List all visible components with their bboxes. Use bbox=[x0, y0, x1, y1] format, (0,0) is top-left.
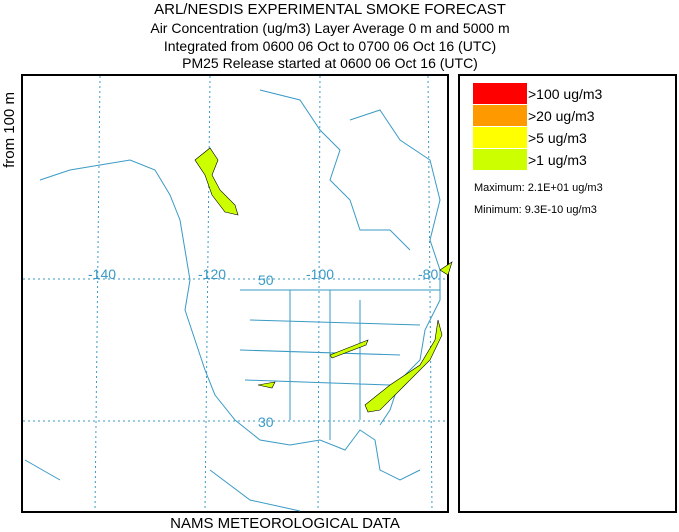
lat-label: 50 bbox=[258, 272, 274, 288]
plume bbox=[329, 339, 369, 359]
subtitle-line: Air Concentration (ug/m3) Layer Average … bbox=[150, 20, 509, 36]
graticule bbox=[23, 75, 447, 512]
lat-label: 30 bbox=[258, 414, 274, 430]
footer: NAMS METEOROLOGICAL DATA bbox=[170, 515, 400, 532]
lon-label: -120 bbox=[198, 266, 226, 282]
legend-label: >100 ug/m3 bbox=[528, 86, 603, 102]
plume bbox=[257, 381, 276, 389]
legend-swatch bbox=[473, 149, 527, 170]
plume bbox=[194, 147, 239, 216]
title: ARL/NESDIS EXPERIMENTAL SMOKE FORECAST bbox=[154, 1, 506, 18]
legend-label: >5 ug/m3 bbox=[528, 130, 587, 146]
subtitle-line: PM25 Release started at 0600 06 Oct 16 (… bbox=[182, 55, 478, 71]
coastline bbox=[24, 459, 301, 512]
lon-label: -140 bbox=[88, 266, 116, 282]
map-frame bbox=[21, 74, 449, 513]
legend-swatch bbox=[473, 83, 527, 104]
legend-swatch bbox=[473, 105, 527, 126]
legend-label: >20 ug/m3 bbox=[528, 108, 595, 124]
minimum: Minimum: 9.3E-10 ug/m3 bbox=[474, 204, 597, 216]
coastline bbox=[39, 159, 421, 481]
maximum: Maximum: 2.1E+01 ug/m3 bbox=[474, 182, 603, 194]
state-lines bbox=[239, 289, 440, 440]
coastline bbox=[259, 89, 411, 251]
lon-label: -80 bbox=[418, 266, 438, 282]
plume bbox=[439, 261, 453, 276]
subtitle-line: Integrated from 0600 06 Oct to 0700 06 O… bbox=[164, 38, 496, 54]
legend-swatch bbox=[473, 127, 527, 148]
smoke-plume bbox=[194, 147, 453, 413]
plume bbox=[364, 319, 443, 413]
lon-label: -100 bbox=[306, 266, 334, 282]
map: -140 -120 -100 -80 50 30 bbox=[21, 74, 453, 513]
side-label: from 100 m bbox=[1, 92, 18, 168]
legend-label: >1 ug/m3 bbox=[528, 152, 587, 168]
legend: Maximum: 2.1E+01 ug/m3 Minimum: 9.3E-10 … bbox=[458, 74, 677, 513]
